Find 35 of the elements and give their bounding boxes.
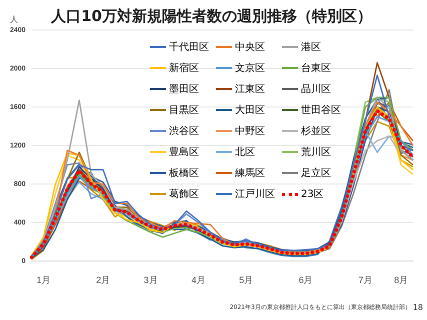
legend-label: 豊島区: [169, 146, 199, 159]
legend-label: 杉並区: [301, 124, 331, 138]
legend-label: 渋谷区: [169, 124, 199, 138]
legend-label: 大田区: [235, 104, 265, 117]
legend-label: 中央区: [235, 40, 265, 54]
legend-label: 港区: [301, 40, 321, 54]
legend-label: 江東区: [235, 82, 265, 96]
x-tick-label: 7月: [358, 275, 372, 286]
x-tick-label: 3月: [144, 275, 158, 286]
x-tick-label: 2月: [96, 275, 110, 286]
legend-label: 北区: [235, 146, 255, 159]
chart-title: 人口10万対新規陽性者数の週別推移（特別区）: [50, 6, 372, 25]
x-tick-label: 6月: [298, 275, 313, 286]
legend-label: 新宿区: [169, 62, 199, 75]
legend-label: 葛飾区: [169, 188, 199, 201]
x-tick-label: 8月: [394, 275, 408, 286]
legend-label: 荒川区: [301, 146, 331, 159]
legend-label: 23区: [301, 188, 324, 201]
legend-label: 中野区: [235, 124, 265, 138]
legend-label: 板橋区: [169, 166, 199, 180]
legend-label: 墨田区: [169, 83, 199, 96]
y-axis-title: 人: [10, 15, 18, 24]
legend-label: 足立区: [301, 166, 331, 180]
legend-label: 目黒区: [169, 104, 199, 117]
legend-label: 世田谷区: [301, 104, 341, 117]
x-tick-label: 4月: [191, 275, 206, 286]
legend-label: 江戸川区: [235, 188, 275, 201]
x-tick-label: 5月: [239, 275, 254, 286]
text: 18: [412, 303, 423, 312]
legend-label: 台東区: [301, 62, 331, 75]
legend-label: 文京区: [235, 62, 265, 75]
legend-label: 千代田区: [169, 40, 209, 54]
legend-label: 品川区: [301, 82, 331, 96]
legend-label: 練馬区: [235, 166, 265, 180]
x-tick-label: 1月: [36, 275, 50, 286]
